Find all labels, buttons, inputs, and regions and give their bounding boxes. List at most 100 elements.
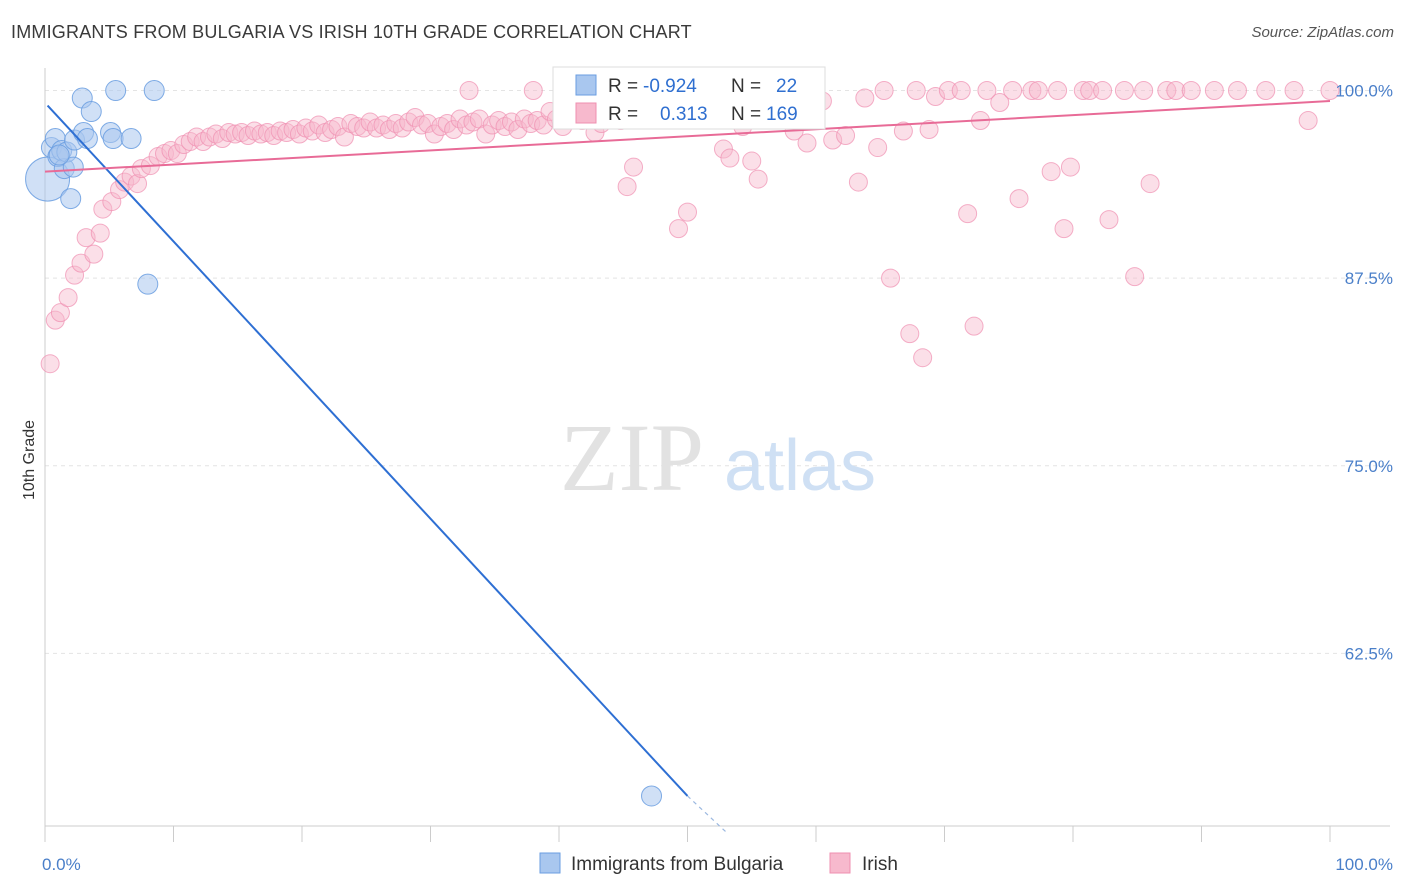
irish-point-42 — [309, 115, 329, 135]
bottom-legend-pink-swatch — [829, 852, 851, 874]
irish-point-63 — [444, 120, 464, 140]
irish-point-73 — [508, 120, 528, 140]
irish-point-129 — [958, 204, 978, 224]
irish-point-57 — [405, 108, 425, 128]
legend-pink-n-value: 169 — [766, 104, 798, 125]
irish-point-3 — [58, 288, 78, 308]
irish-point-14 — [128, 174, 148, 194]
irish-point-122 — [900, 324, 920, 344]
bulgaria-point-15 — [102, 128, 124, 150]
irish-point-139 — [1048, 81, 1068, 101]
y-axis-label: 10th Grade — [21, 420, 38, 500]
irish-point-136 — [1022, 81, 1042, 101]
trend-lines — [44, 100, 1331, 833]
irish-point-116 — [848, 172, 868, 192]
irish-point-123 — [906, 81, 926, 101]
irish-point-4 — [65, 265, 85, 285]
irish-point-160 — [523, 81, 543, 101]
irish-point-120 — [881, 268, 901, 288]
irish-point-2 — [50, 303, 70, 323]
irish-point-59 — [418, 114, 438, 134]
x-tick-labels: 0.0% 100.0% — [42, 855, 1393, 874]
series-legend: Immigrants from Bulgaria Irish — [539, 852, 898, 875]
irish-point-72 — [501, 112, 521, 132]
irish-point-155 — [1256, 81, 1276, 101]
legend-blue-r-value: -0.924 — [643, 76, 697, 97]
irish-point-130 — [964, 316, 984, 336]
legend-pink-n-label: N = — [731, 104, 761, 125]
watermark-zip: ZIP — [560, 404, 704, 511]
x-tick-label-1: 100.0% — [1335, 855, 1393, 874]
irish-point-159 — [459, 81, 479, 101]
irish-point-112 — [797, 133, 817, 153]
irish-point-137 — [1028, 81, 1048, 101]
y-tick-label-1: 87.5% — [1345, 269, 1393, 288]
bulgaria-point-18 — [137, 273, 159, 295]
bulgaria-trend-extension — [687, 795, 727, 833]
bottom-legend-irish: Irish — [862, 854, 898, 875]
irish-point-151 — [1166, 81, 1186, 101]
correlation-legend: R = -0.924 N = 22 R = 0.313 N = 169 — [552, 66, 826, 130]
bulgaria-point-21 — [48, 144, 70, 166]
y-tick-label-3: 62.5% — [1345, 644, 1393, 663]
irish-point-90 — [617, 177, 637, 197]
irish-point-141 — [1060, 157, 1080, 177]
irish-point-133 — [990, 93, 1010, 113]
legend-blue-n-value: 22 — [776, 76, 797, 97]
irish-point-158 — [1320, 81, 1340, 101]
irish-point-142 — [1073, 81, 1093, 101]
irish-point-132 — [977, 81, 997, 101]
irish-trend-line — [44, 100, 1331, 173]
irish-point-140 — [1054, 219, 1074, 239]
irish-point-107 — [742, 151, 762, 171]
bulgaria-point-17 — [120, 128, 142, 150]
bulgaria-point-13 — [80, 101, 102, 123]
irish-point-8 — [90, 223, 110, 243]
irish-point-114 — [823, 130, 843, 150]
irish-point-99 — [678, 202, 697, 222]
irish-point-10 — [102, 192, 122, 212]
axes — [44, 68, 1390, 842]
y-tick-labels: 100.0% 87.5% 75.0% 62.5% — [1335, 82, 1393, 664]
irish-point-147 — [1125, 267, 1145, 287]
legend-pink-r-label: R = — [608, 104, 638, 125]
irish-point-124 — [913, 348, 933, 368]
irish-point-98 — [669, 219, 689, 239]
irish-point-154 — [1227, 81, 1247, 101]
irish-point-118 — [868, 138, 888, 158]
legend-box — [552, 66, 826, 130]
irish-point-134 — [1003, 81, 1023, 101]
bulgaria-point-20 — [641, 785, 663, 807]
irish-point-145 — [1099, 210, 1119, 230]
irish-point-148 — [1134, 81, 1154, 101]
bulgaria-point-12 — [76, 128, 98, 150]
irish-point-105 — [720, 148, 740, 168]
irish-point-48 — [347, 117, 367, 137]
irish-point-91 — [624, 157, 644, 177]
irish-point-152 — [1181, 81, 1201, 101]
y-tick-label-0: 100.0% — [1335, 82, 1393, 101]
irish-point-121 — [893, 121, 913, 141]
irish-point-146 — [1114, 81, 1134, 101]
irish-point-0 — [40, 354, 60, 374]
irish-point-153 — [1204, 81, 1224, 101]
bulgaria-trend-line — [46, 104, 689, 797]
irish-point-128 — [951, 81, 971, 101]
irish-point-45 — [328, 117, 348, 137]
bulgaria-points — [25, 80, 663, 807]
irish-point-126 — [926, 87, 946, 107]
irish-point-7 — [84, 244, 104, 264]
legend-blue-n-label: N = — [731, 76, 761, 97]
bottom-legend-blue-swatch — [539, 852, 561, 874]
irish-point-144 — [1093, 81, 1113, 101]
irish-point-135 — [1009, 189, 1029, 209]
watermark-atlas: atlas — [724, 426, 876, 506]
x-tick-label-0: 0.0% — [42, 855, 81, 874]
y-tick-label-2: 75.0% — [1345, 457, 1393, 476]
bulgaria-point-7 — [60, 188, 82, 210]
chart-title: IMMIGRANTS FROM BULGARIA VS IRISH 10TH G… — [11, 22, 692, 42]
legend-pink-swatch — [575, 102, 597, 124]
irish-point-117 — [855, 88, 875, 108]
grid-lines — [45, 90, 1390, 654]
